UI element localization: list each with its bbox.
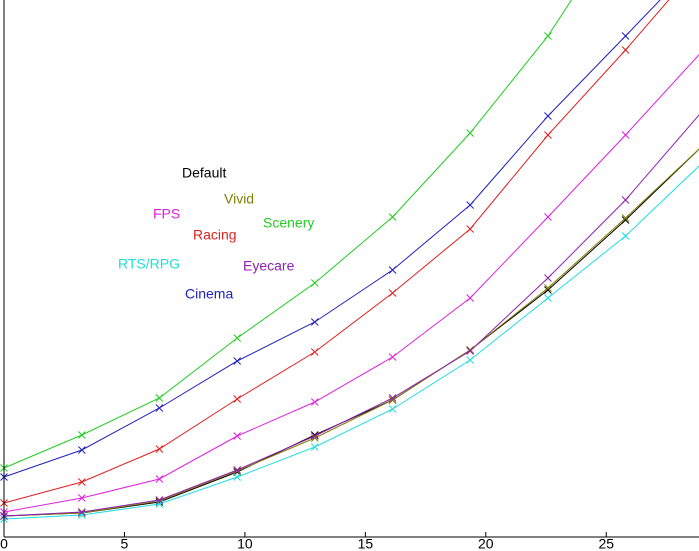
point-marker — [77, 508, 86, 516]
point-marker — [544, 294, 552, 302]
series-line — [3, 53, 699, 513]
legend-label: RTS/RPG — [118, 256, 180, 272]
point-marker — [621, 214, 630, 222]
point-marker — [388, 213, 397, 221]
point-marker — [544, 213, 552, 221]
point-marker — [155, 496, 164, 504]
x-tick-label: 5 — [121, 536, 129, 551]
point-marker — [233, 357, 242, 365]
point-marker — [77, 511, 86, 519]
point-marker — [310, 348, 319, 356]
point-marker — [544, 32, 552, 40]
series-line — [3, 0, 573, 469]
point-marker — [77, 431, 86, 439]
series-line — [3, 148, 699, 517]
x-tick-label: 25 — [598, 536, 614, 551]
series-line — [3, 165, 699, 520]
point-marker — [310, 398, 319, 406]
point-marker — [466, 225, 474, 233]
point-marker — [77, 494, 86, 502]
point-marker — [621, 46, 630, 54]
point-marker — [77, 446, 86, 454]
point-marker — [155, 404, 164, 412]
point-marker — [77, 478, 86, 486]
point-marker — [310, 434, 319, 442]
point-marker — [544, 274, 552, 282]
x-tick-label: 20 — [478, 536, 494, 551]
x-tick-label: 0 — [0, 536, 8, 551]
legend-label: Racing — [193, 227, 237, 243]
series-line — [3, 0, 661, 478]
legend-label: Scenery — [263, 215, 314, 231]
legend-label: Default — [182, 165, 226, 181]
point-marker — [233, 466, 242, 474]
point-marker — [233, 334, 242, 342]
point-marker — [388, 405, 397, 413]
point-marker — [388, 353, 397, 361]
x-tick-label: 15 — [358, 536, 374, 551]
legend-label: Eyecare — [243, 258, 295, 274]
point-marker — [310, 318, 319, 326]
point-marker — [544, 286, 552, 294]
point-marker — [233, 473, 242, 481]
point-marker — [388, 266, 397, 274]
point-marker — [310, 279, 319, 287]
series-line — [3, 114, 699, 517]
point-marker — [466, 294, 474, 302]
point-marker — [310, 443, 319, 451]
series-line — [3, 148, 699, 517]
plot-area — [0, 0, 699, 523]
point-marker — [466, 347, 474, 355]
point-marker — [155, 475, 164, 483]
x-tick-label: 10 — [237, 536, 253, 551]
point-marker — [466, 201, 474, 209]
legend-label: Cinema — [185, 286, 233, 302]
point-marker — [621, 196, 630, 204]
series-line — [3, 0, 670, 504]
point-marker — [544, 131, 552, 139]
point-marker — [233, 432, 242, 440]
point-marker — [388, 394, 397, 402]
point-marker — [544, 284, 552, 292]
point-marker — [388, 396, 397, 404]
point-marker — [310, 432, 319, 440]
point-marker — [621, 232, 630, 240]
point-marker — [621, 131, 630, 139]
legend-label: FPS — [153, 206, 180, 222]
point-marker — [621, 32, 630, 40]
legend-label: Vivid — [224, 191, 254, 207]
point-marker — [621, 216, 630, 224]
point-marker — [388, 289, 397, 297]
point-marker — [466, 356, 474, 364]
point-marker — [466, 129, 474, 137]
point-marker — [155, 445, 164, 453]
point-marker — [544, 112, 552, 120]
point-marker — [155, 394, 164, 402]
point-marker — [233, 395, 242, 403]
